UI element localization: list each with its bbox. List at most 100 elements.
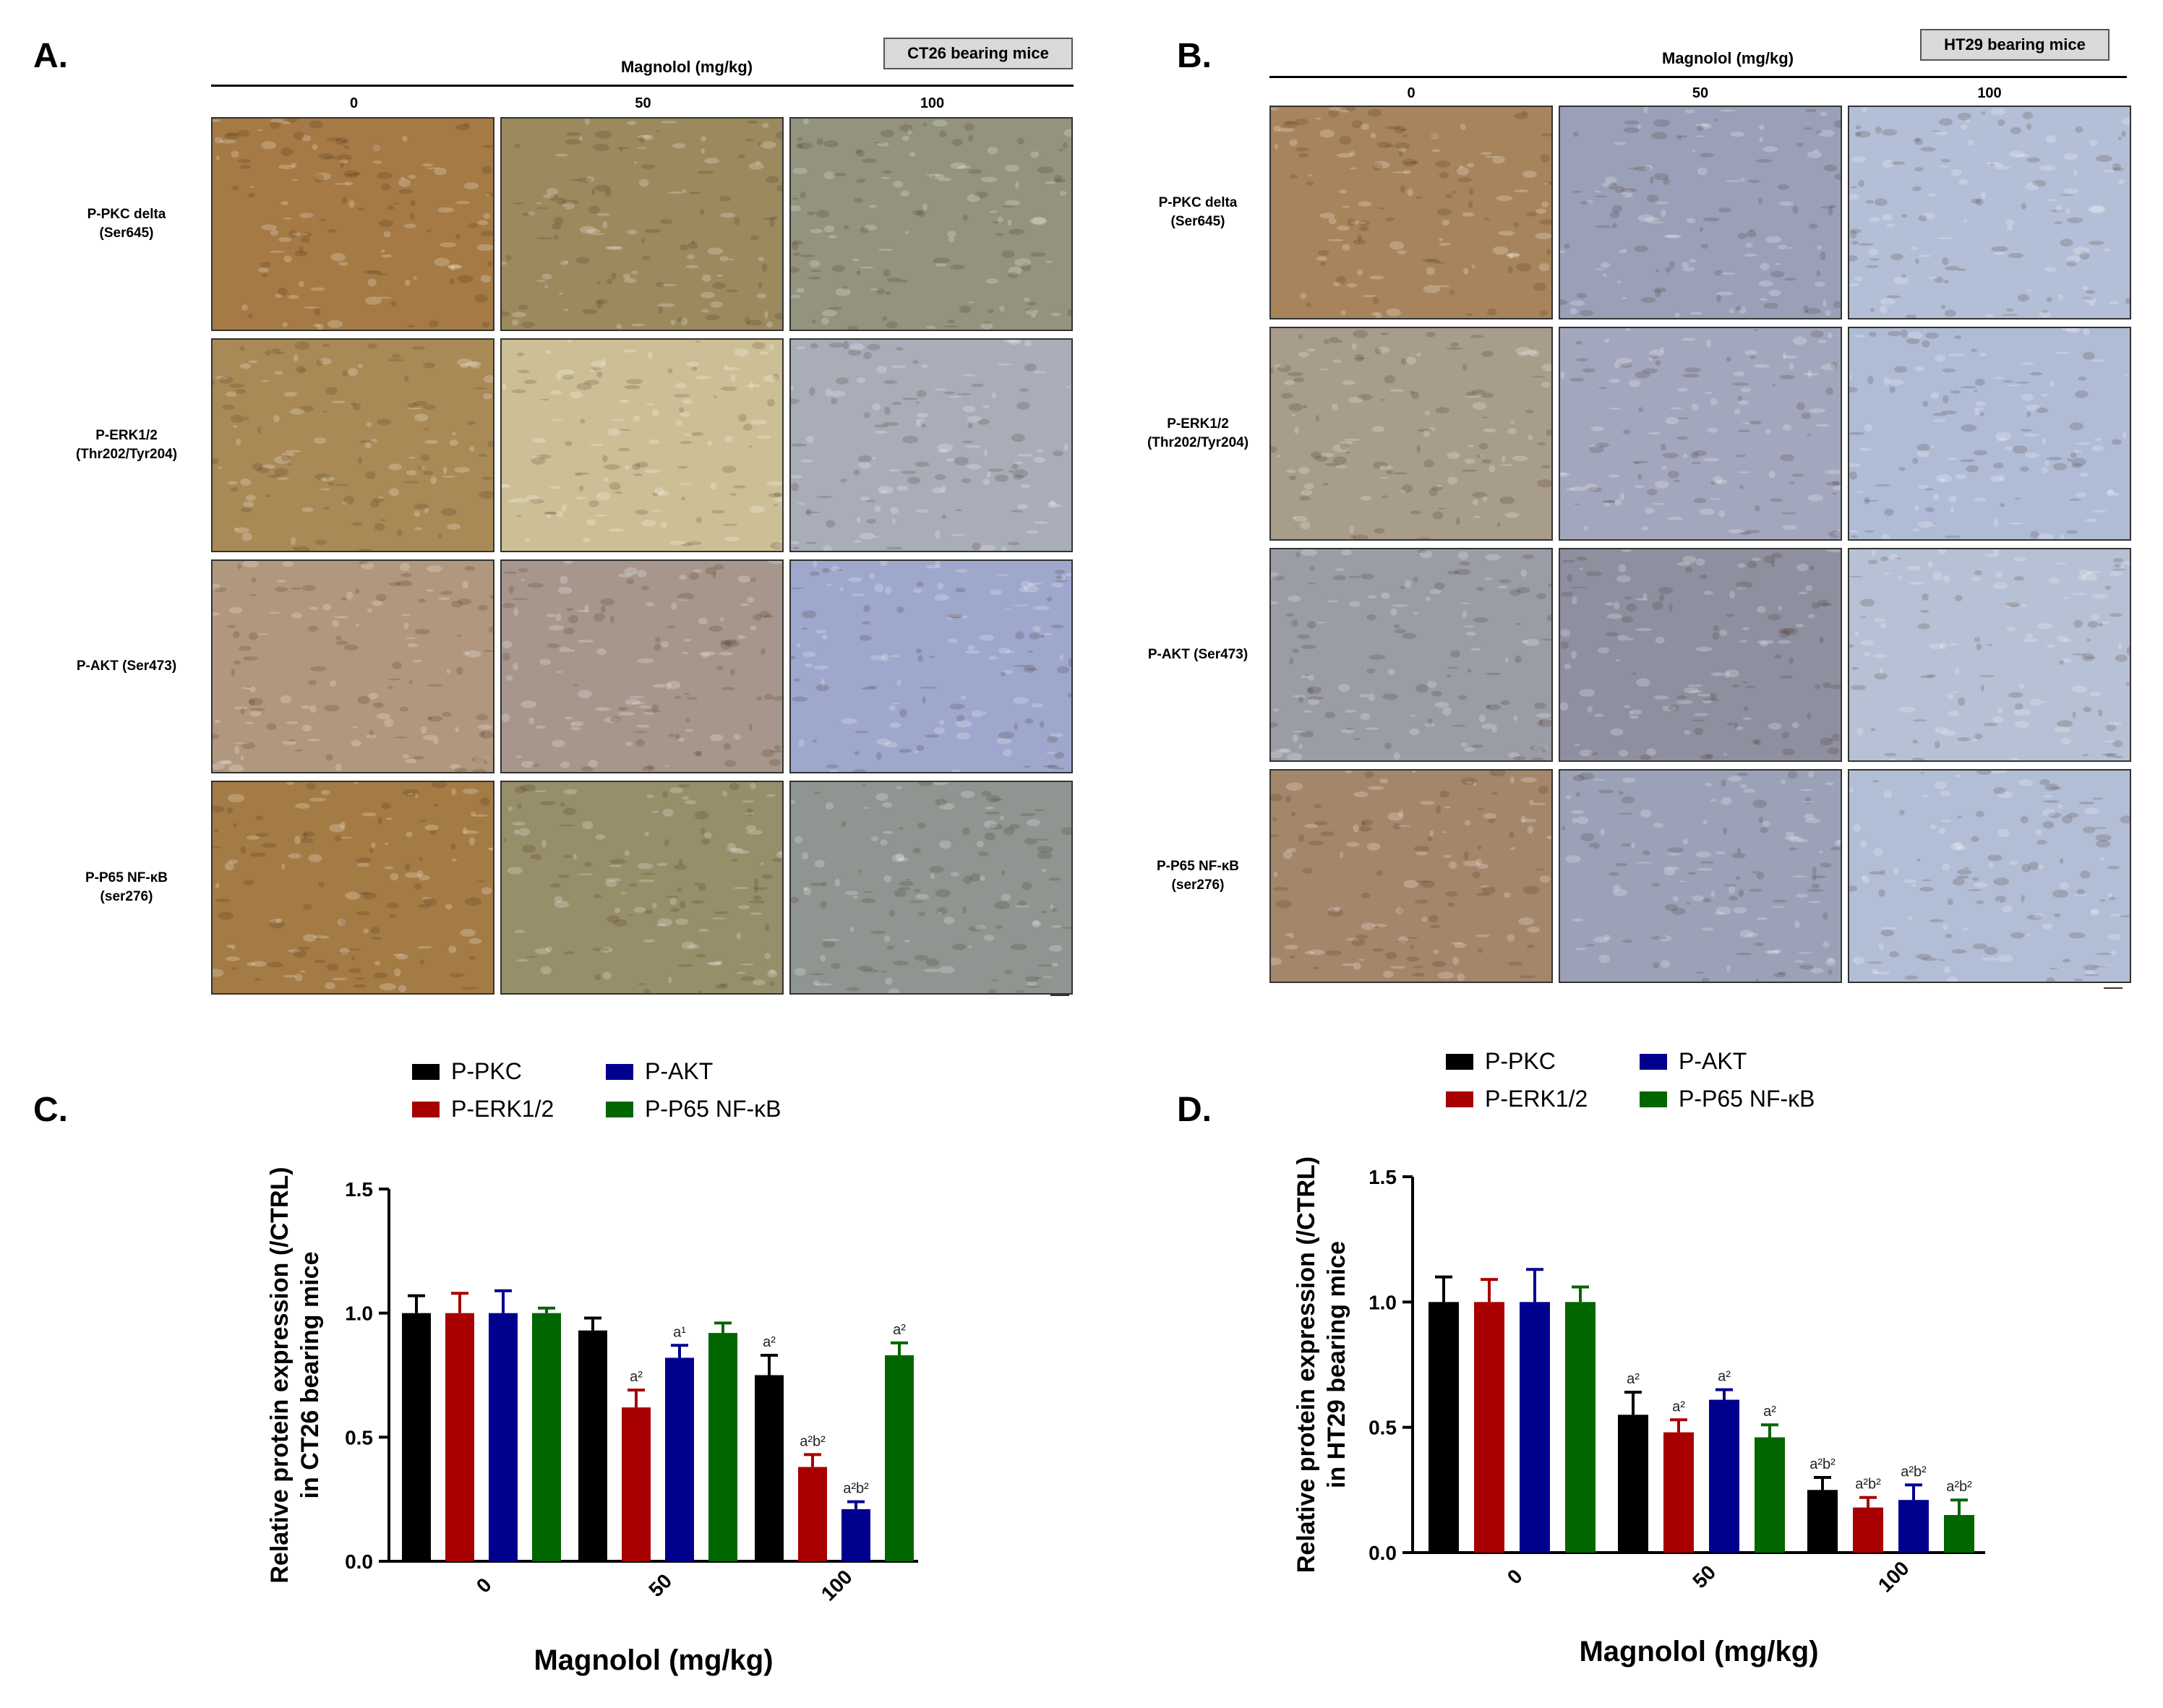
- panel-b-scale-bar: [2104, 987, 2123, 989]
- bar-p-erk1-2-100: [1853, 1507, 1883, 1553]
- legend-d-akt: P-AKT: [1640, 1048, 1747, 1075]
- bar-p-pkc-100: [1807, 1490, 1838, 1553]
- legend-swatch-pkc: [412, 1063, 440, 1080]
- panel-b-micrograph-r1-c1: [1559, 327, 1842, 541]
- panel-a-dose-0: 0: [349, 95, 359, 111]
- panel-b-row-label-3: P-P65 NF-κB (ser276): [1128, 769, 1268, 983]
- panel-b-micrograph-r0-c0: [1269, 106, 1553, 319]
- significance-label: a²: [1627, 1371, 1640, 1387]
- panel-a-row-label-line2: (ser276): [100, 889, 153, 904]
- bar-p-pkc-50: [1618, 1415, 1648, 1553]
- y-tick-label: 0.0: [1369, 1542, 1397, 1564]
- legend-c-p65: P-P65 NF-κB: [606, 1096, 781, 1123]
- panel-a-row-label-0: P-PKC delta (Ser645): [43, 117, 210, 331]
- panel-a-row-label-2: P-AKT (Ser473): [43, 559, 210, 773]
- panel-b-row-label-0: P-PKC delta (Ser645): [1128, 106, 1268, 319]
- panel-b-row-label-line1: P-PKC delta: [1158, 195, 1238, 210]
- significance-label: a²: [1763, 1404, 1776, 1420]
- significance-label: a²: [630, 1369, 643, 1385]
- bar-p-erk1-2-100: [798, 1467, 827, 1561]
- legend-swatch-pkc: [1446, 1053, 1473, 1070]
- legend-label-p65: P-P65 NF-κB: [1679, 1086, 1815, 1112]
- bar-p-akt-0: [489, 1313, 518, 1561]
- panel-b-divider: [1269, 76, 2127, 78]
- panel-a-micrograph-r0-c2: [789, 117, 1073, 331]
- panel-b-row-label-line1: P-AKT (Ser473): [1147, 647, 1248, 662]
- panel-b-row-label-line2: (Thr202/Tyr204): [1147, 435, 1249, 450]
- panel-c-letter: C.: [33, 1091, 68, 1129]
- panel-b-micrograph-r1-c2: [1848, 327, 2131, 541]
- panel-a-scale-bar: [1050, 995, 1069, 996]
- panel-b-micrograph-r2-c2: [1848, 548, 2131, 762]
- x-tick-label: 100: [1874, 1557, 1914, 1597]
- y-axis-title: Relative protein expression (/CTRL): [266, 1167, 294, 1583]
- panel-a-row-label-line2: (Thr202/Tyr204): [75, 447, 178, 462]
- panel-a-row-label-line1: P-PKC delta: [87, 207, 166, 222]
- panel-a-row-label-line1: P-P65 NF-κB: [85, 870, 168, 885]
- panel-a-micrograph-r2-c2: [789, 559, 1073, 773]
- bar-p-akt-100: [1898, 1500, 1929, 1553]
- x-axis-title: Magnolol (mg/kg): [534, 1644, 773, 1676]
- legend-swatch-p65: [1640, 1091, 1667, 1107]
- y-axis-title-line2: in HT29 bearing mice: [1323, 1241, 1350, 1488]
- y-tick-label: 0.5: [345, 1426, 373, 1449]
- panel-b-dose-0: 0: [1407, 85, 1415, 101]
- panel-a-dose-50: 50: [635, 95, 651, 111]
- panel-a-micrograph-r2-c0: [211, 559, 494, 773]
- panel-a-micrograph-r1-c1: [500, 338, 784, 552]
- legend-swatch-erk: [412, 1101, 440, 1117]
- significance-label: a²: [893, 1322, 906, 1338]
- panel-b-micrograph-r0-c2: [1848, 106, 2131, 319]
- panel-a-micrograph-r1-c0: [211, 338, 494, 552]
- legend-swatch-p65: [606, 1101, 633, 1117]
- bar-p-akt-50: [665, 1357, 694, 1561]
- panel-b-letter: B.: [1177, 37, 1212, 75]
- significance-label: a²b²: [800, 1433, 826, 1449]
- bar-p-pkc-0: [402, 1313, 431, 1561]
- panel-a-row-label-1: P-ERK1/2 (Thr202/Tyr204): [43, 338, 210, 552]
- significance-label: a²: [1718, 1369, 1731, 1385]
- legend-label-pkc: P-PKC: [1485, 1048, 1556, 1074]
- panel-b-row-label-line2: (ser276): [1171, 877, 1225, 893]
- panel-b-dose-100: 100: [1977, 85, 2002, 101]
- legend-label-pkc: P-PKC: [451, 1058, 522, 1084]
- x-tick-label: 0: [472, 1574, 496, 1597]
- legend-label-erk: P-ERK1/2: [451, 1096, 554, 1122]
- significance-label: a¹: [673, 1324, 686, 1340]
- bar-p-pkc-100: [755, 1375, 784, 1561]
- x-tick-label: 50: [1688, 1561, 1720, 1592]
- significance-label: a²b²: [1809, 1456, 1836, 1472]
- panel-a-row-label-line1: P-AKT (Ser473): [76, 658, 177, 674]
- panel-b-micrograph-r0-c1: [1559, 106, 1842, 319]
- significance-label: a²b²: [1946, 1479, 1972, 1495]
- legend-d-p65: P-P65 NF-κB: [1640, 1086, 1815, 1112]
- legend-label-erk: P-ERK1/2: [1485, 1086, 1588, 1112]
- significance-label: a²b²: [1901, 1464, 1927, 1480]
- panel-a-row-label-line2: (Ser645): [99, 226, 154, 241]
- x-tick-label: 0: [1503, 1565, 1527, 1589]
- bar-p-p65-nf-b-0: [1565, 1302, 1596, 1553]
- bar-p-p65-nf-b-100: [885, 1355, 914, 1561]
- legend-c-erk: P-ERK1/2: [412, 1096, 554, 1123]
- legend-label-akt: P-AKT: [1679, 1048, 1747, 1074]
- panel-b-micrograph-r3-c0: [1269, 769, 1553, 983]
- legend-swatch-erk: [1446, 1091, 1473, 1107]
- significance-label: a²: [763, 1334, 776, 1350]
- legend-swatch-akt: [606, 1063, 633, 1080]
- panel-b-model-tag: HT29 bearing mice: [1920, 29, 2110, 61]
- panel-b-row-label-2: P-AKT (Ser473): [1128, 548, 1268, 762]
- panel-b-micrograph-r2-c0: [1269, 548, 1553, 762]
- bar-p-akt-50: [1709, 1399, 1739, 1553]
- panel-a-model-tag: CT26 bearing mice: [883, 38, 1073, 69]
- panel-a-micrograph-r0-c0: [211, 117, 494, 331]
- x-axis-title: Magnolol (mg/kg): [1579, 1636, 1818, 1668]
- bar-p-p65-nf-b-100: [1944, 1515, 1974, 1553]
- panel-a-divider: [211, 85, 1074, 87]
- legend-swatch-akt: [1640, 1053, 1667, 1070]
- legend-label-akt: P-AKT: [645, 1058, 714, 1084]
- bar-p-akt-100: [841, 1509, 870, 1561]
- legend-d-erk: P-ERK1/2: [1446, 1086, 1588, 1112]
- panel-a-dose-100: 100: [920, 95, 945, 111]
- panel-d-letter: D.: [1177, 1091, 1212, 1129]
- x-tick-label: 100: [817, 1566, 857, 1605]
